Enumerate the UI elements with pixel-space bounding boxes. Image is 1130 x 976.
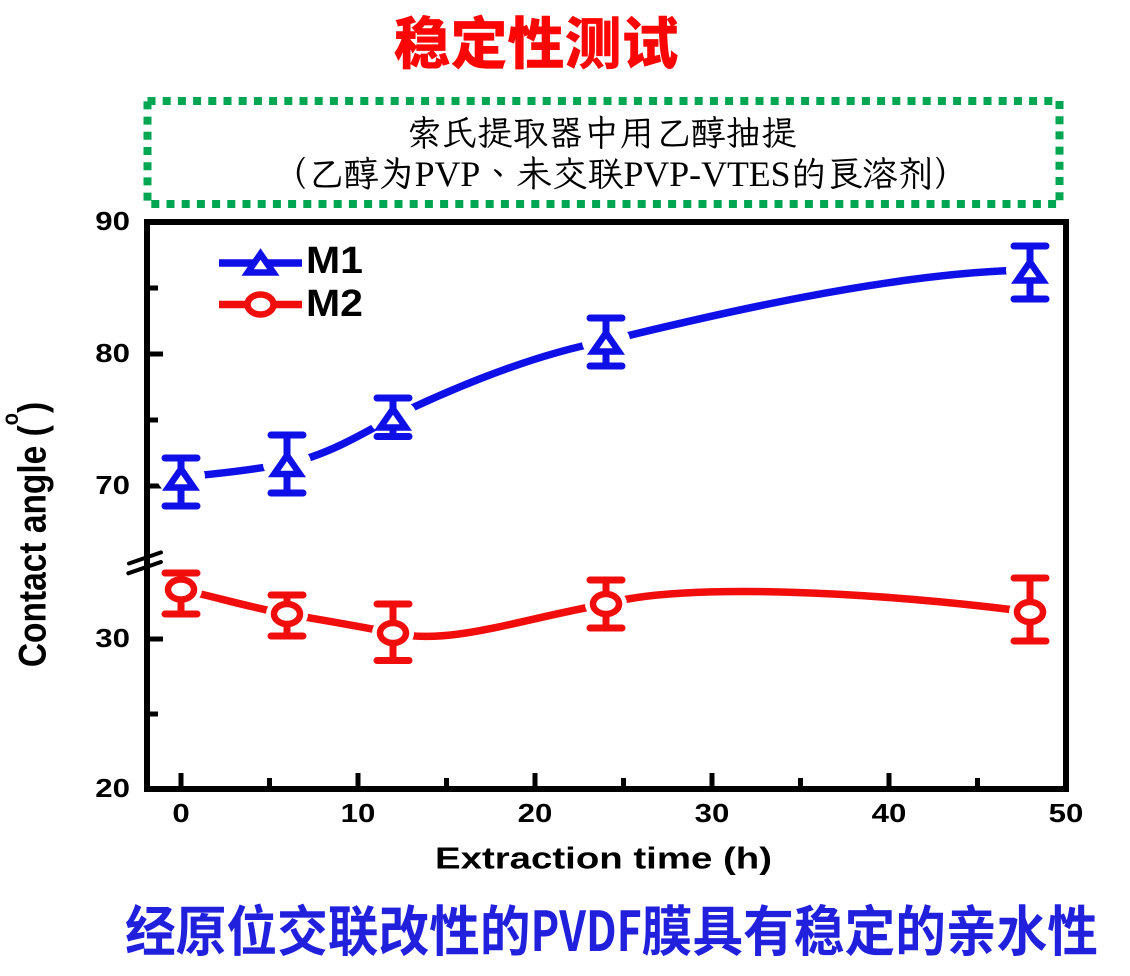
svg-text:Extraction time (h): Extraction time (h) [435, 841, 772, 876]
svg-text:M2: M2 [306, 282, 363, 324]
svg-text:10: 10 [341, 799, 376, 828]
svg-text:PVP-VTES: PVP-VTES [624, 154, 791, 194]
svg-text:40: 40 [872, 799, 907, 828]
svg-text:PVP: PVP [415, 154, 481, 194]
svg-text:90: 90 [95, 207, 130, 236]
svg-text:30: 30 [95, 624, 130, 653]
svg-text:30: 30 [695, 799, 730, 828]
svg-text:50: 50 [1049, 799, 1084, 828]
svg-text:M1: M1 [306, 239, 363, 281]
svg-text:80: 80 [95, 339, 130, 368]
svg-text:70: 70 [95, 471, 130, 500]
svg-text:20: 20 [518, 799, 553, 828]
svg-text:20: 20 [95, 774, 130, 803]
svg-text:0: 0 [172, 799, 189, 828]
